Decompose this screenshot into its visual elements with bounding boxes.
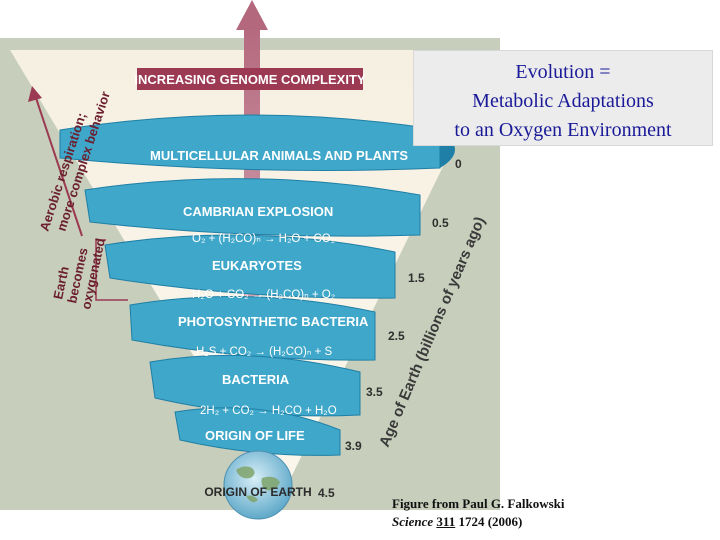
band-label-origin-life: ORIGIN OF LIFE [205, 428, 305, 443]
age-tick-4-5: 4.5 [318, 486, 335, 500]
age-tick-2-5: 2.5 [388, 329, 405, 343]
oxygenated-bracket [95, 239, 128, 301]
spiral [59, 114, 455, 456]
equation-respiration: O₂ + (H₂CO)ₙ → H₂O + CO₂ [192, 233, 335, 245]
age-tick-0-5: 0.5 [432, 216, 449, 230]
band-label-cambrian: CAMBRIAN EXPLOSION [183, 204, 333, 219]
aerobic-arrow-head [28, 86, 42, 102]
banner-bg [137, 68, 363, 90]
slide-title-line-3: to an Oxygen Environment [454, 119, 672, 141]
age-tick-1-5: 1.5 [408, 271, 425, 285]
oxygenated-label-line1: Earth [50, 265, 72, 301]
equation-photosynthesis-oxygenic: H₂O + CO₂ → (H₂CO)ₙ + O₂ [192, 289, 335, 301]
earth-continents [236, 466, 280, 503]
band-label-multicellular: MULTICELLULAR ANIMALS AND PLANTS [150, 148, 408, 163]
slide-title-box: Evolution = Metabolic Adaptations to an … [413, 50, 713, 146]
aerobic-arrow-line [35, 97, 83, 237]
age-tick-3-9: 3.9 [345, 439, 362, 453]
band-label-bacteria: BACTERIA [222, 372, 290, 387]
spiral-band-6 [174, 407, 341, 456]
band-label-photosynthetic: PHOTOSYNTHETIC BACTERIA [178, 314, 369, 329]
caption-journal: Science [392, 514, 434, 529]
spiral-band-4 [129, 295, 376, 361]
age-tick-3-5: 3.5 [366, 385, 383, 399]
caption-line-2: Science 311 1724 (2006) [392, 513, 565, 531]
figure-caption: Figure from Paul G. Falkowski Science 31… [392, 495, 565, 531]
band-label-eukaryotes: EUKARYOTES [212, 258, 302, 273]
caption-pages: 1724 (2006) [458, 514, 523, 529]
spiral-band-3 [104, 234, 396, 299]
spiral-band-5 [149, 354, 361, 417]
slide-title-line-2: Metabolic Adaptations [472, 90, 654, 112]
equation-methanogenesis: 2H₂ + CO₂ → H₂CO + H₂O [200, 405, 337, 417]
spiral-band-2 [84, 178, 421, 237]
banner-text: INCREASING GENOME COMPLEXITY [134, 72, 365, 87]
equation-photosynthesis-sulfur: H₂S + CO₂ → (H₂CO)ₙ + S [196, 346, 333, 358]
caption-line-1: Figure from Paul G. Falkowski [392, 496, 565, 511]
slide-title-line-1: Evolution = [515, 61, 611, 83]
complexity-arrow-head [236, 0, 268, 30]
band-label-origin-earth: ORIGIN OF EARTH [204, 485, 311, 499]
caption-volume: 311 [436, 514, 456, 529]
age-tick-0: 0 [455, 157, 462, 171]
